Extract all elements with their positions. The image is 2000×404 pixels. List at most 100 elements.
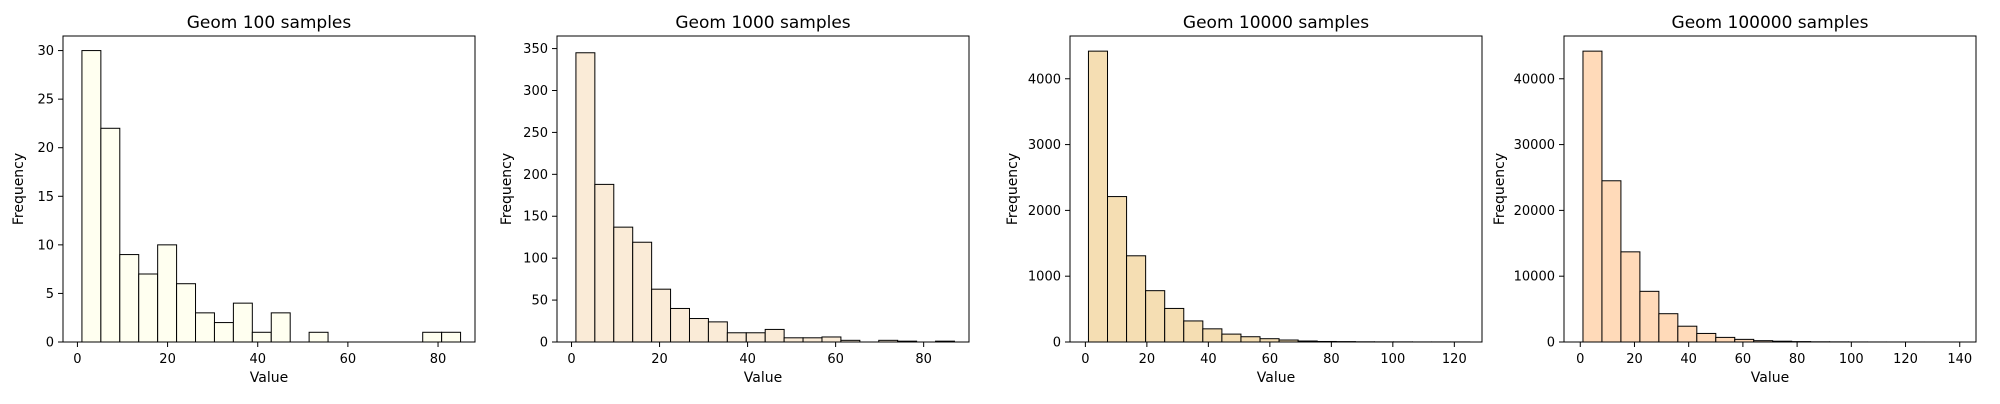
y-tick-label: 50 — [531, 294, 548, 309]
histogram-bar — [784, 338, 803, 342]
chart-title: Geom 1000 samples — [675, 13, 850, 33]
histogram-bar — [1678, 326, 1697, 342]
y-tick-label: 300 — [523, 84, 548, 99]
histogram-bar — [727, 333, 746, 342]
y-tick-label: 350 — [523, 42, 548, 57]
y-tick-label: 200 — [523, 168, 548, 183]
histogram-bar — [1697, 333, 1716, 342]
x-tick-label: 80 — [430, 352, 447, 367]
histogram-bar — [214, 323, 233, 342]
y-tick-label: 30000 — [1514, 138, 1555, 153]
x-tick-label: 20 — [651, 352, 668, 367]
x-tick-label: 100 — [1839, 352, 1864, 367]
x-tick-label: 40 — [739, 352, 756, 367]
y-tick-label: 2000 — [1028, 204, 1061, 219]
histogram-bar — [746, 333, 765, 342]
histogram-bar — [1222, 334, 1241, 342]
histogram-bar — [177, 284, 196, 342]
histogram-bar — [652, 289, 671, 342]
histogram-bar — [423, 332, 442, 342]
x-axis-label: Value — [250, 370, 288, 386]
bars — [1088, 51, 1469, 342]
histogram-bar — [1146, 291, 1165, 342]
x-tick-label: 80 — [1323, 352, 1340, 367]
y-tick-label: 4000 — [1028, 72, 1061, 87]
x-tick-label: 20 — [1626, 352, 1643, 367]
histogram-bar — [309, 332, 328, 342]
histogram-bar — [1602, 181, 1621, 342]
y-tick-label: 20 — [37, 141, 54, 156]
chart-title: Geom 10000 samples — [1183, 13, 1369, 33]
y-axis: 0 1000 2000 3000 4000 — [1028, 72, 1070, 350]
histogram-bar — [1659, 314, 1678, 342]
x-tick-label: 0 — [73, 352, 81, 367]
chart-title: Geom 100000 samples — [1672, 13, 1869, 33]
x-axis: 0 20 40 60 80 — [567, 342, 932, 367]
y-tick-label: 3000 — [1028, 138, 1061, 153]
x-tick-label: 80 — [915, 352, 932, 367]
histogram-bar — [822, 337, 841, 342]
histogram-bar — [196, 313, 215, 342]
y-tick-label: 0 — [1547, 336, 1555, 351]
histogram-bar — [1127, 256, 1146, 342]
y-axis-label: Frequency — [499, 153, 515, 225]
y-tick-label: 10000 — [1514, 270, 1555, 285]
y-tick-label: 250 — [523, 126, 548, 141]
y-tick-label: 10 — [37, 238, 54, 253]
histogram-bar — [1583, 51, 1602, 342]
histogram-bar — [803, 338, 822, 342]
x-tick-label: 60 — [1735, 352, 1752, 367]
bars — [1583, 51, 1962, 342]
x-tick-label: 20 — [1139, 352, 1156, 367]
x-tick-label: 40 — [1680, 352, 1697, 367]
x-axis-label: Value — [1257, 370, 1295, 386]
histogram-bar — [252, 332, 271, 342]
histogram-bar — [1241, 337, 1260, 342]
x-tick-label: 100 — [1380, 352, 1405, 367]
y-tick-label: 150 — [523, 210, 548, 225]
y-tick-label: 40000 — [1514, 72, 1555, 87]
x-tick-label: 0 — [567, 352, 575, 367]
histogram-bar — [442, 332, 461, 342]
histogram-bar — [765, 329, 784, 342]
histogram-bar — [120, 255, 139, 342]
histogram-bar — [1165, 308, 1184, 342]
x-tick-label: 60 — [827, 352, 844, 367]
histogram-bar — [82, 51, 101, 342]
histogram-bar — [633, 242, 652, 342]
bars — [82, 51, 461, 342]
x-axis-label: Value — [744, 370, 782, 386]
y-tick-label: 100 — [523, 252, 548, 267]
y-axis-label: Frequency — [1005, 153, 1021, 225]
histogram-bar — [689, 319, 708, 342]
y-tick-label: 0 — [46, 336, 54, 351]
x-tick-label: 120 — [1893, 352, 1918, 367]
histogram-bar — [1184, 321, 1203, 342]
histogram-bar — [233, 303, 252, 342]
histogram-bar — [101, 128, 120, 342]
bars — [576, 53, 955, 342]
x-tick-label: 140 — [1947, 352, 1972, 367]
histogram-bar — [595, 184, 614, 342]
x-axis-label: Value — [1751, 370, 1789, 386]
y-tick-label: 1000 — [1028, 270, 1061, 285]
histogram-bar — [1203, 329, 1222, 342]
x-tick-label: 40 — [1200, 352, 1217, 367]
y-tick-label: 5 — [46, 287, 54, 302]
histogram-bar — [576, 53, 595, 342]
x-tick-label: 0 — [1081, 352, 1089, 367]
histogram-bar — [139, 274, 158, 342]
x-tick-label: 0 — [1576, 352, 1584, 367]
histogram-bar — [1088, 51, 1107, 342]
histogram-bar — [1108, 197, 1127, 342]
histogram-bar — [271, 313, 290, 342]
y-tick-label: 0 — [1053, 336, 1061, 351]
histogram-bar — [671, 308, 690, 342]
y-axis-label: Frequency — [1492, 153, 1508, 225]
